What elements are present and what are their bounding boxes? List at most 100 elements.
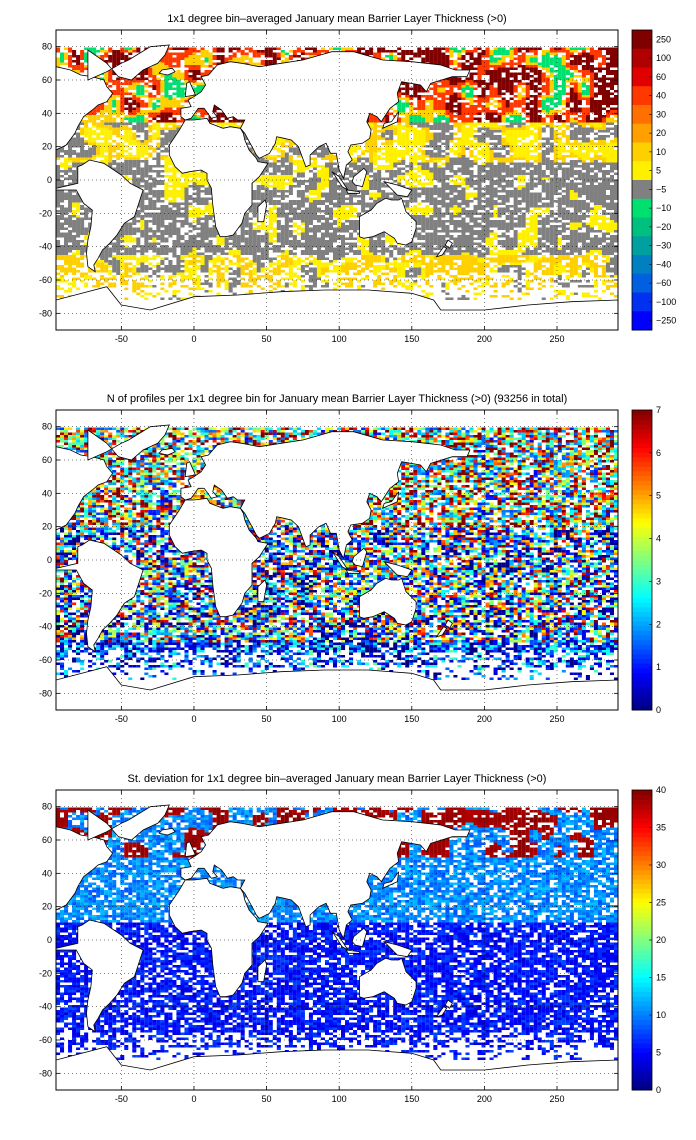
landmass <box>56 446 114 531</box>
y-tick-label: -40 <box>39 1002 52 1012</box>
landmass <box>382 180 413 198</box>
gridlines <box>56 410 618 710</box>
landmass <box>351 167 368 188</box>
x-tick-label: 250 <box>549 334 564 344</box>
x-tick-label: -50 <box>115 714 128 724</box>
y-tick-label: 40 <box>42 868 52 878</box>
y-tick-label: -20 <box>39 588 52 598</box>
landmass <box>351 547 368 568</box>
colorbar-tick-label: 5 <box>656 491 661 501</box>
landmass <box>345 189 360 194</box>
colorbar-tick-label: −40 <box>656 259 671 269</box>
x-tick-label: 150 <box>404 334 419 344</box>
landmass <box>87 44 170 81</box>
x-tick-label: 0 <box>191 714 196 724</box>
landmass <box>444 999 453 1009</box>
x-tick-label: 150 <box>404 714 419 724</box>
y-tick-label: -60 <box>39 275 52 285</box>
x-tick-label: -50 <box>115 334 128 344</box>
landmass <box>435 1006 448 1018</box>
y-tick-label: 60 <box>42 835 52 845</box>
colorbar-tick-label: 30 <box>656 109 666 119</box>
landmass <box>56 66 114 151</box>
landmass <box>351 927 368 948</box>
y-tick-label: -40 <box>39 242 52 252</box>
x-tick-label: 250 <box>549 1094 564 1104</box>
landmass <box>345 569 360 574</box>
panel-profile-count: -50 0 50 100 150 200 250 80 60 40 20 0 -20 -40 -60 -80 0… <box>0 380 696 760</box>
x-tick-label: 250 <box>549 714 564 724</box>
landmass <box>331 931 349 951</box>
colorbar-tick-label: 100 <box>656 53 671 63</box>
y-tick-label: 20 <box>42 142 52 152</box>
landmass <box>184 81 196 98</box>
x-tick-label: 50 <box>262 1094 272 1104</box>
landmass <box>444 619 453 629</box>
colorbar-tick-label: 35 <box>656 823 666 833</box>
colorbar-tick-label: 5 <box>656 1048 661 1058</box>
colorbar-tick-label: −250 <box>656 316 676 326</box>
landmass <box>184 461 196 478</box>
landmass <box>382 940 413 958</box>
landmass <box>257 959 268 983</box>
landmass <box>382 871 400 890</box>
y-tick-label: -60 <box>39 1035 52 1045</box>
colorbar-tick-label: 10 <box>656 147 666 157</box>
y-tick-label: -80 <box>39 1068 52 1078</box>
panel-mean-blt: -50 0 50 100 150 200 250 80 60 40 20 0 -20 -40 -60 -80 2… <box>0 0 696 380</box>
landmass <box>435 626 448 638</box>
y-tick-label: 60 <box>42 455 52 465</box>
landmass <box>184 841 196 858</box>
colorbar-tick-label: 5 <box>656 166 661 176</box>
landmass <box>382 560 413 578</box>
y-tick-label: 80 <box>42 422 52 432</box>
y-tick-label: 80 <box>42 42 52 52</box>
landmass <box>444 239 453 249</box>
x-tick-label: 100 <box>332 714 347 724</box>
colorbar: 0 5 10 15 20 25 30 35 40 <box>631 785 666 1095</box>
panel-title: N of profiles per 1x1 degree bin for Jan… <box>56 393 618 405</box>
x-tick-label: 0 <box>191 334 196 344</box>
panel-std-deviation: -50 0 50 100 150 200 250 80 60 40 20 0 -20 -40 -60 -80 0… <box>0 760 696 1140</box>
landmass <box>180 811 471 940</box>
x-tick-label: 50 <box>262 334 272 344</box>
landmass <box>56 159 144 273</box>
landmass <box>56 826 114 911</box>
y-tick-label: -60 <box>39 655 52 665</box>
colorbar-tick-label: 40 <box>656 91 666 101</box>
x-tick-label: 0 <box>191 1094 196 1104</box>
y-tick-label: 40 <box>42 108 52 118</box>
colorbar-tick-label: 2 <box>656 619 661 629</box>
landmass <box>257 199 268 223</box>
y-tick-label: 20 <box>42 902 52 912</box>
x-tick-label: 150 <box>404 1094 419 1104</box>
y-tick-label: 80 <box>42 802 52 812</box>
colorbar: 0 1 2 3 4 5 6 7 <box>631 405 661 715</box>
landmass <box>56 919 144 1033</box>
y-tick-label: -40 <box>39 622 52 632</box>
landmass <box>359 577 417 626</box>
y-tick-label: -80 <box>39 688 52 698</box>
landmass <box>331 551 349 571</box>
landmass <box>435 246 448 258</box>
colorbar-tick-label: −5 <box>656 184 666 194</box>
colorbar-tick-label: −60 <box>656 278 671 288</box>
y-tick-label: 0 <box>47 175 52 185</box>
x-tick-label: 200 <box>477 1094 492 1104</box>
y-tick-label: 60 <box>42 75 52 85</box>
y-tick-label: 20 <box>42 522 52 532</box>
landmass <box>382 111 400 130</box>
map-figure: -50 0 50 100 150 200 250806040200-20-40-60-800… <box>39 405 661 724</box>
colorbar-tick-label: 250 <box>656 34 671 44</box>
landmass <box>56 286 618 330</box>
landmass <box>382 491 400 510</box>
landmass <box>345 949 360 954</box>
x-tick-label: 100 <box>332 1094 347 1104</box>
colorbar-tick-label: 60 <box>656 72 666 82</box>
colorbar-tick-label: 3 <box>656 576 661 586</box>
landmass <box>56 666 618 710</box>
y-tick-label: 0 <box>47 935 52 945</box>
coastline-layer <box>56 804 618 1090</box>
y-tick-label: -80 <box>39 308 52 318</box>
landmass <box>359 957 417 1006</box>
